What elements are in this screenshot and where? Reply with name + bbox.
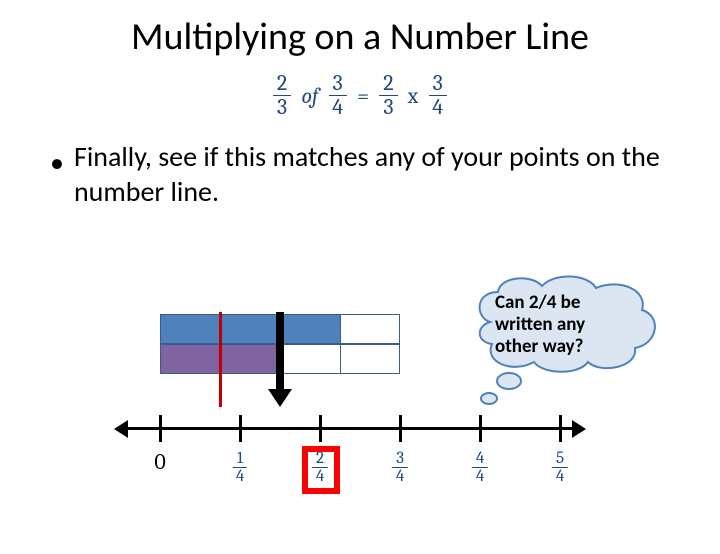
tick-label: 14 [232,447,248,485]
tick [479,415,482,442]
frac-rhs: 3 4 [328,72,347,119]
red-vline-1 [219,312,222,407]
bot-cell-4 [341,345,401,373]
answer-highlight [302,446,340,494]
axis-line [125,427,575,430]
bullet-dot: • [50,145,64,180]
tick [399,415,402,442]
bot-cell-1 [161,345,221,373]
axis-arrow-right [572,420,586,438]
diagram-area: 01424344454 [110,314,590,514]
frac-lhs2: 2 3 [379,72,397,119]
tick [159,415,162,442]
number-line: 01424344454 [110,409,590,469]
top-cell-1 [161,315,221,343]
top-cell-4 [341,315,401,343]
tick [559,415,562,442]
slide-title: Multiplying on a Number Line [0,14,720,60]
equation: 2 3 of 3 4 = 2 3 x 3 4 [0,70,720,119]
equals-sign: = [357,83,369,109]
frac-lhs: 2 3 [273,72,291,119]
tick [239,415,242,442]
frac-rhs2: 3 4 [428,72,447,119]
tick-label: 44 [472,447,488,485]
times-sign: x [408,83,419,109]
tick-label: 0 [154,449,165,475]
tick-label: 34 [392,447,408,485]
down-arrow [268,312,292,407]
bullet-item: • Finally, see if this matches any of yo… [50,139,680,209]
tick [319,415,322,442]
of-word: of [301,83,318,109]
bullet-text: Finally, see if this matches any of your… [74,139,680,209]
tick-label: 54 [552,447,568,485]
